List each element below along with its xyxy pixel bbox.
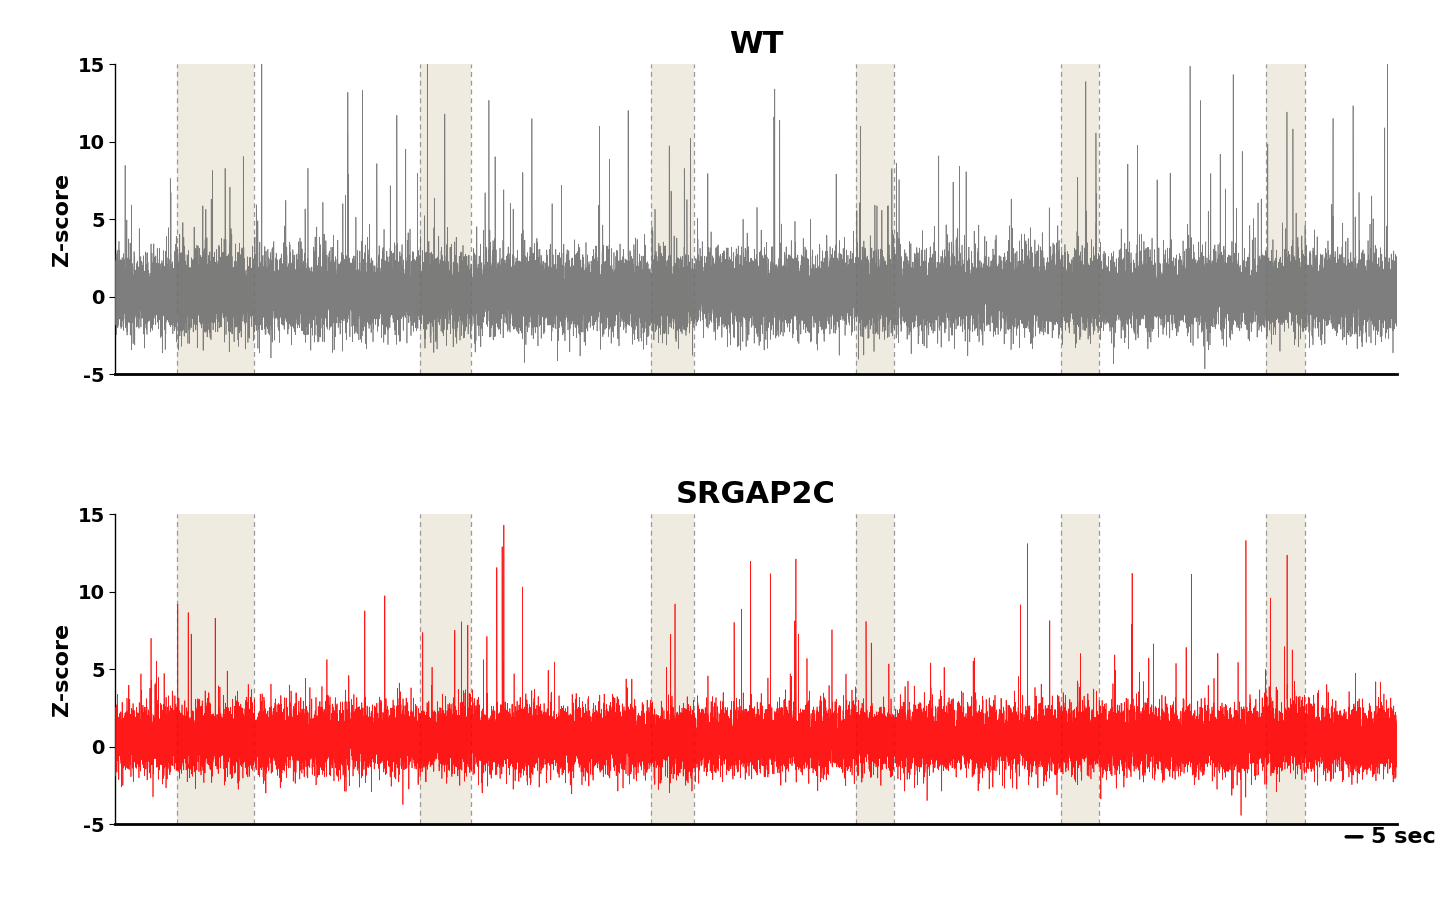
- Title: SRGAP2C: SRGAP2C: [675, 480, 837, 509]
- Bar: [855, 514, 894, 824]
- Bar: [1061, 514, 1100, 824]
- Bar: [177, 514, 253, 824]
- Bar: [1061, 64, 1100, 375]
- Y-axis label: Z-score: Z-score: [52, 623, 72, 715]
- Bar: [651, 514, 694, 824]
- Bar: [420, 514, 471, 824]
- Bar: [651, 64, 694, 375]
- Bar: [420, 64, 471, 375]
- Y-axis label: Z-score: Z-score: [52, 173, 72, 266]
- Bar: [1266, 64, 1305, 375]
- Bar: [1266, 514, 1305, 824]
- Bar: [177, 64, 253, 375]
- Bar: [855, 64, 894, 375]
- Title: WT: WT: [729, 30, 783, 59]
- Text: 5 sec: 5 sec: [1371, 827, 1436, 846]
